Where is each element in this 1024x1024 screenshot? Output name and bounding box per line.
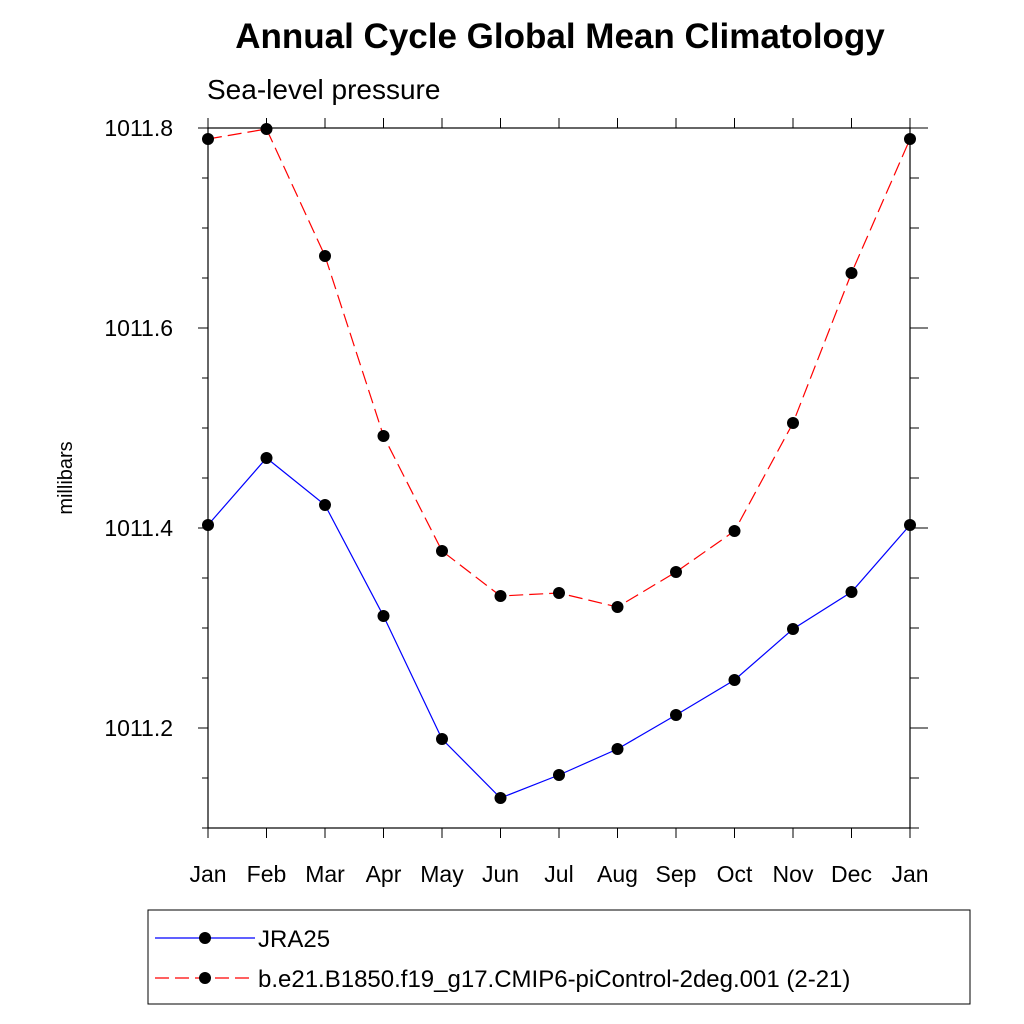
y-axis-label: millibars bbox=[55, 441, 77, 514]
data-point bbox=[202, 519, 214, 531]
legend-box bbox=[147, 909, 971, 1005]
data-point bbox=[728, 525, 741, 537]
data-point bbox=[845, 586, 858, 598]
x-tick-label: Dec bbox=[831, 861, 872, 887]
data-point bbox=[670, 709, 682, 721]
data-point bbox=[728, 674, 741, 686]
data-point bbox=[845, 267, 858, 279]
series-line-1 bbox=[207, 457, 911, 799]
legend-marker bbox=[199, 932, 211, 944]
data-point bbox=[319, 250, 331, 262]
chart-subtitle: Sea-level pressure bbox=[207, 74, 440, 105]
data-point bbox=[787, 417, 799, 429]
x-tick-label: Mar bbox=[305, 861, 345, 887]
data-point bbox=[553, 587, 565, 599]
data-point bbox=[787, 623, 799, 635]
series-line-2 bbox=[207, 128, 911, 608]
plot-frame bbox=[207, 127, 911, 829]
legend-label: JRA25 bbox=[258, 926, 330, 953]
data-point bbox=[611, 743, 624, 755]
x-tick-label: Oct bbox=[717, 861, 753, 887]
y-tick-labels: 1011.2 1011.4 1011.6 1011.8 bbox=[104, 115, 173, 741]
data-point bbox=[260, 452, 273, 464]
x-tick-label: Feb bbox=[247, 861, 287, 887]
x-tick-label: Jan bbox=[891, 861, 928, 887]
data-point bbox=[319, 499, 331, 511]
data-point bbox=[202, 133, 214, 145]
data-point bbox=[494, 792, 507, 804]
y-tick-label: 1011.6 bbox=[104, 315, 173, 341]
x-tick-label: Apr bbox=[366, 861, 402, 887]
chart-title: Annual Cycle Global Mean Climatology bbox=[235, 17, 885, 56]
data-point bbox=[670, 566, 682, 578]
data-point bbox=[260, 123, 273, 135]
legend: JRA25 b.e21.B1850.f19_g17.CMIP6-piControl… bbox=[147, 909, 971, 1005]
x-tick-label: May bbox=[420, 861, 464, 887]
x-tick-label: Jun bbox=[482, 861, 519, 887]
legend-entries: JRA25 b.e21.B1850.f19_g17.CMIP6-piControl… bbox=[155, 926, 850, 993]
series-layer bbox=[202, 123, 916, 804]
x-tick-label: Jan bbox=[189, 861, 226, 887]
y-tick-label: 1011.4 bbox=[104, 515, 173, 541]
x-tick-label: Sep bbox=[656, 861, 697, 887]
y-tick-label: 1011.2 bbox=[104, 715, 173, 741]
data-point bbox=[436, 545, 448, 557]
y-tick-label: 1011.8 bbox=[104, 115, 173, 141]
legend-marker bbox=[199, 972, 211, 984]
data-point bbox=[377, 430, 390, 442]
data-point bbox=[436, 733, 448, 745]
x-tick-label: Nov bbox=[773, 861, 814, 887]
legend-label: b.e21.B1850.f19_g17.CMIP6-piControl-2deg… bbox=[258, 966, 850, 993]
data-point bbox=[904, 519, 916, 531]
data-point bbox=[553, 769, 565, 781]
data-point bbox=[494, 590, 507, 602]
data-point bbox=[377, 610, 390, 622]
x-tick-label: Jul bbox=[544, 861, 573, 887]
x-tick-labels: Jan Feb Mar Apr May Jun Jul Aug Sep Oct Nov Dec Jan bbox=[189, 861, 928, 887]
x-tick-label: Aug bbox=[597, 861, 638, 887]
data-point bbox=[904, 133, 916, 145]
data-point bbox=[611, 601, 624, 613]
axis-ticks bbox=[198, 118, 928, 838]
